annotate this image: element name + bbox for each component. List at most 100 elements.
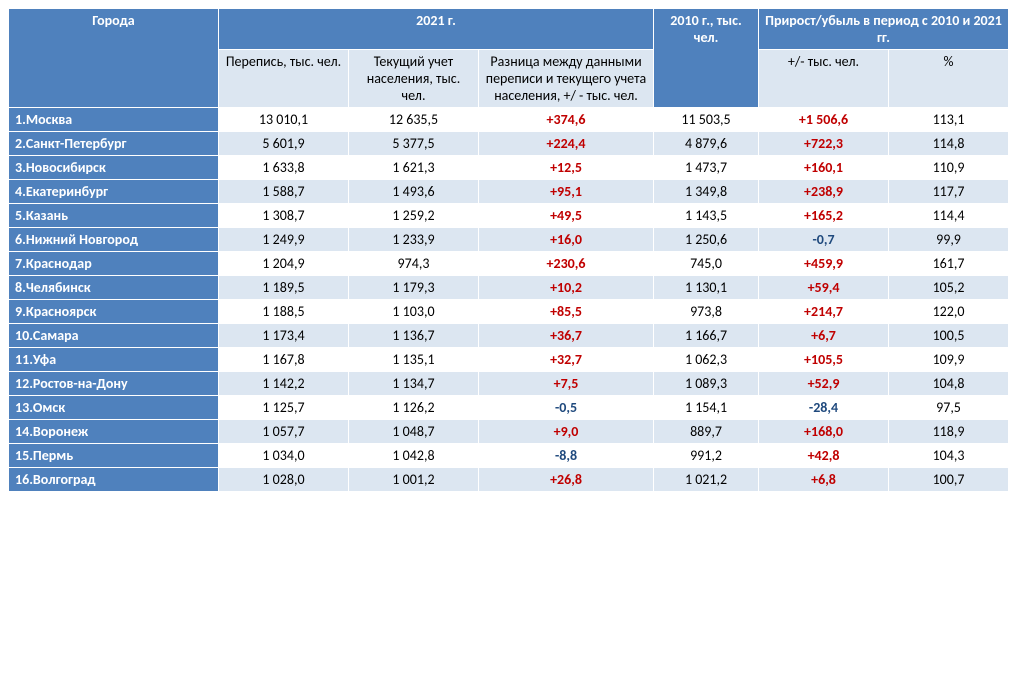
cell-diff: +95,1 bbox=[479, 180, 654, 204]
cell-2010: 1 166,7 bbox=[654, 324, 759, 348]
col-diff: Разница между данными переписи и текущег… bbox=[479, 50, 654, 108]
cell-current: 1 621,3 bbox=[349, 156, 479, 180]
cell-diff: -8,8 bbox=[479, 444, 654, 468]
cell-2010: 1 130,1 bbox=[654, 276, 759, 300]
cell-diff: +7,5 bbox=[479, 372, 654, 396]
cell-2010: 1 349,8 bbox=[654, 180, 759, 204]
table-header: Города 2021 г. 2010 г., тыс. чел. Прирос… bbox=[9, 9, 1009, 108]
city-label: 6.Нижний Новгород bbox=[9, 228, 219, 252]
cell-census: 1 028,0 bbox=[219, 468, 349, 492]
cell-change: +6,8 bbox=[759, 468, 889, 492]
cell-census: 1 588,7 bbox=[219, 180, 349, 204]
cell-2010: 1 089,3 bbox=[654, 372, 759, 396]
table-row: 9.Красноярск1 188,51 103,0+85,5973,8+214… bbox=[9, 300, 1009, 324]
cell-pct: 104,8 bbox=[889, 372, 1009, 396]
cell-pct: 104,3 bbox=[889, 444, 1009, 468]
cell-current: 1 135,1 bbox=[349, 348, 479, 372]
cell-census: 1 057,7 bbox=[219, 420, 349, 444]
cell-change: +59,4 bbox=[759, 276, 889, 300]
city-label: 5.Казань bbox=[9, 204, 219, 228]
cell-change: +168,0 bbox=[759, 420, 889, 444]
table-row: 4.Екатеринбург1 588,71 493,6+95,11 349,8… bbox=[9, 180, 1009, 204]
cell-pct: 114,4 bbox=[889, 204, 1009, 228]
cell-diff: +85,5 bbox=[479, 300, 654, 324]
table-row: 16.Волгоград1 028,01 001,2+26,81 021,2+6… bbox=[9, 468, 1009, 492]
cell-diff: +9,0 bbox=[479, 420, 654, 444]
cell-2010: 973,8 bbox=[654, 300, 759, 324]
cell-2010: 745,0 bbox=[654, 252, 759, 276]
cell-change: +160,1 bbox=[759, 156, 889, 180]
cell-pct: 100,7 bbox=[889, 468, 1009, 492]
cell-2010: 1 250,6 bbox=[654, 228, 759, 252]
cell-census: 13 010,1 bbox=[219, 108, 349, 132]
cell-change: +459,9 bbox=[759, 252, 889, 276]
table-row: 14.Воронеж1 057,71 048,7+9,0889,7+168,01… bbox=[9, 420, 1009, 444]
cell-current: 5 377,5 bbox=[349, 132, 479, 156]
table-row: 7.Краснодар1 204,9974,3+230,6745,0+459,9… bbox=[9, 252, 1009, 276]
cell-diff: +36,7 bbox=[479, 324, 654, 348]
city-label: 16.Волгоград bbox=[9, 468, 219, 492]
cell-2010: 4 879,6 bbox=[654, 132, 759, 156]
table-row: 8.Челябинск1 189,51 179,3+10,21 130,1+59… bbox=[9, 276, 1009, 300]
cell-current: 974,3 bbox=[349, 252, 479, 276]
col-2010: 2010 г., тыс. чел. bbox=[654, 9, 759, 108]
cell-change: +1 506,6 bbox=[759, 108, 889, 132]
cell-current: 1 259,2 bbox=[349, 204, 479, 228]
cell-census: 1 034,0 bbox=[219, 444, 349, 468]
cell-diff: +374,6 bbox=[479, 108, 654, 132]
cell-2010: 1 154,1 bbox=[654, 396, 759, 420]
cell-change: +165,2 bbox=[759, 204, 889, 228]
cell-census: 1 173,4 bbox=[219, 324, 349, 348]
table-row: 15.Пермь1 034,01 042,8-8,8991,2+42,8104,… bbox=[9, 444, 1009, 468]
cell-census: 1 308,7 bbox=[219, 204, 349, 228]
table-row: 1.Москва13 010,112 635,5+374,611 503,5+1… bbox=[9, 108, 1009, 132]
city-label: 10.Самара bbox=[9, 324, 219, 348]
table-row: 11.Уфа1 167,81 135,1+32,71 062,3+105,510… bbox=[9, 348, 1009, 372]
cell-current: 12 635,5 bbox=[349, 108, 479, 132]
table-row: 6.Нижний Новгород1 249,91 233,9+16,01 25… bbox=[9, 228, 1009, 252]
city-label: 8.Челябинск bbox=[9, 276, 219, 300]
cell-census: 1 142,2 bbox=[219, 372, 349, 396]
cell-diff: +26,8 bbox=[479, 468, 654, 492]
col-change-abs: +/- тыс. чел. bbox=[759, 50, 889, 108]
table-row: 10.Самара1 173,41 136,7+36,71 166,7+6,71… bbox=[9, 324, 1009, 348]
col-census: Перепись, тыс. чел. bbox=[219, 50, 349, 108]
population-table: Города 2021 г. 2010 г., тыс. чел. Прирос… bbox=[8, 8, 1009, 492]
cell-census: 1 125,7 bbox=[219, 396, 349, 420]
cell-pct: 118,9 bbox=[889, 420, 1009, 444]
cell-change: +52,9 bbox=[759, 372, 889, 396]
cell-current: 1 048,7 bbox=[349, 420, 479, 444]
cell-pct: 99,9 bbox=[889, 228, 1009, 252]
city-label: 3.Новосибирск bbox=[9, 156, 219, 180]
colgroup-change: Прирост/убыль в период с 2010 и 2021 гг. bbox=[759, 9, 1009, 50]
cell-census: 5 601,9 bbox=[219, 132, 349, 156]
cell-change: +214,7 bbox=[759, 300, 889, 324]
cell-diff: +10,2 bbox=[479, 276, 654, 300]
col-cities: Города bbox=[9, 9, 219, 108]
city-label: 14.Воронеж bbox=[9, 420, 219, 444]
cell-pct: 97,5 bbox=[889, 396, 1009, 420]
col-current: Текущий учет населения, тыс. чел. bbox=[349, 50, 479, 108]
cell-pct: 110,9 bbox=[889, 156, 1009, 180]
table-row: 12.Ростов-на-Дону1 142,21 134,7+7,51 089… bbox=[9, 372, 1009, 396]
cell-pct: 114,8 bbox=[889, 132, 1009, 156]
cell-census: 1 633,8 bbox=[219, 156, 349, 180]
cell-change: +238,9 bbox=[759, 180, 889, 204]
cell-change: -28,4 bbox=[759, 396, 889, 420]
cell-current: 1 103,0 bbox=[349, 300, 479, 324]
cell-census: 1 249,9 bbox=[219, 228, 349, 252]
cell-diff: +224,4 bbox=[479, 132, 654, 156]
cell-current: 1 001,2 bbox=[349, 468, 479, 492]
cell-pct: 113,1 bbox=[889, 108, 1009, 132]
cell-change: +722,3 bbox=[759, 132, 889, 156]
cell-2010: 889,7 bbox=[654, 420, 759, 444]
city-label: 12.Ростов-на-Дону bbox=[9, 372, 219, 396]
city-label: 15.Пермь bbox=[9, 444, 219, 468]
cell-change: +42,8 bbox=[759, 444, 889, 468]
table-row: 2.Санкт-Петербург5 601,95 377,5+224,44 8… bbox=[9, 132, 1009, 156]
cell-change: -0,7 bbox=[759, 228, 889, 252]
cell-current: 1 134,7 bbox=[349, 372, 479, 396]
city-label: 4.Екатеринбург bbox=[9, 180, 219, 204]
cell-current: 1 042,8 bbox=[349, 444, 479, 468]
cell-diff: +49,5 bbox=[479, 204, 654, 228]
